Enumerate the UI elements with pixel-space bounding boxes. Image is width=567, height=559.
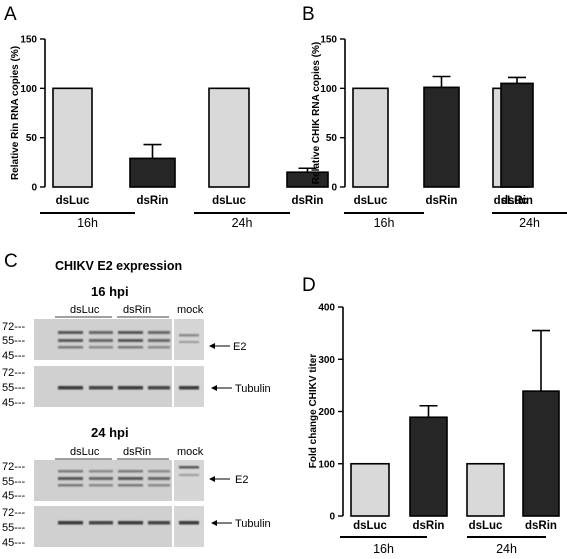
- lane-label-mock: mock: [177, 304, 204, 316]
- y-tick-label: 50: [26, 133, 38, 144]
- timepoint-16hpi: 16 hpi: [91, 284, 129, 299]
- y-tick-label: 0: [331, 183, 337, 194]
- group-label: 16h: [373, 542, 394, 556]
- mw-marker-45: 45---: [2, 537, 26, 549]
- bar-dsluc: [52, 87, 93, 188]
- lane-label-dsrin: dsRin: [123, 446, 151, 458]
- y-tick-label: 150: [320, 35, 337, 46]
- arrow-icon: [209, 343, 230, 349]
- mw-marker-55: 55---: [2, 335, 26, 347]
- x-category-label: dsLuc: [353, 520, 387, 532]
- chart-d-ylabel: Fold change CHIKV titer: [308, 354, 319, 469]
- bar-dsluc: [466, 462, 505, 517]
- arrow-icon: [211, 385, 232, 391]
- chart-a-ylabel: Relative Rin RNA copies (%): [10, 46, 21, 180]
- lane-label-dsluc: dsLuc: [70, 304, 100, 316]
- y-tick-label: 0: [329, 512, 335, 523]
- x-category-label: dsRin: [426, 195, 458, 207]
- y-tick-label: 200: [318, 407, 335, 418]
- group-label: 16h: [374, 216, 395, 230]
- x-category-label: dsRin: [137, 195, 169, 207]
- x-category-label: dsLuc: [494, 195, 528, 207]
- x-category-label: dsRin: [413, 520, 445, 532]
- mw-marker-72: 72---: [2, 507, 26, 519]
- tubulin-label-16: Tubulin: [235, 383, 271, 395]
- bar-dsrin: [129, 157, 176, 188]
- western-blot: CHIKV E2 expression 16 hpi dsLuc dsRin m…: [2, 259, 271, 549]
- blot-strip-e2-16: [34, 319, 204, 360]
- panel-label-b: B: [302, 4, 315, 25]
- bar-dsluc: [352, 87, 389, 188]
- bar-dsluc: [350, 462, 390, 517]
- mw-marker-55: 55---: [2, 522, 26, 534]
- arrow-icon: [211, 520, 232, 526]
- bar-dsluc: [208, 87, 250, 188]
- chart-d: Fold change CHIKV titer 0 100 200 300 400 dsL…: [308, 303, 560, 556]
- mw-marker-72: 72---: [2, 367, 26, 379]
- blot-strip-tubulin-24: [34, 506, 204, 547]
- bar-dsrin: [423, 86, 460, 188]
- mw-marker-45: 45---: [2, 350, 26, 362]
- y-tick-label: 50: [326, 133, 338, 144]
- mw-marker-55: 55---: [2, 382, 26, 394]
- y-tick-label: 100: [318, 459, 335, 470]
- blot-strip-e2-24: [34, 460, 204, 501]
- y-tick-label: 300: [318, 355, 335, 366]
- chart-a: Relative Rin RNA copies (%) 0 50 100 150 dsL…: [10, 35, 329, 230]
- bar-dsrin: [522, 390, 560, 517]
- e2-label-16: E2: [233, 341, 246, 353]
- panel-label-c: C: [4, 251, 18, 272]
- group-label: 24h: [519, 216, 540, 230]
- tubulin-label-24: Tubulin: [235, 518, 271, 530]
- group-label: 16h: [77, 216, 98, 230]
- mw-marker-45: 45---: [2, 490, 26, 502]
- lane-label-dsrin: dsRin: [123, 304, 151, 316]
- chart-b: Relative CHIK RNA copies (%) 0 50 100 150 ds…: [311, 35, 567, 230]
- bar-dsrin: [500, 82, 534, 188]
- x-category-label: dsRin: [292, 195, 324, 207]
- y-tick-label: 0: [31, 183, 37, 194]
- y-tick-label: 100: [320, 84, 337, 95]
- y-tick-label: 100: [20, 84, 37, 95]
- arrow-icon: [209, 476, 230, 482]
- x-category-label: dsLuc: [469, 520, 503, 532]
- x-category-label: dsLuc: [354, 195, 388, 207]
- group-label: 24h: [496, 542, 517, 556]
- blot-title: CHIKV E2 expression: [55, 259, 182, 273]
- bar-dsrin: [409, 416, 448, 517]
- blot-strip-tubulin-16: [34, 366, 204, 407]
- y-tick-label: 400: [318, 303, 335, 314]
- x-category-label: dsRin: [525, 520, 557, 532]
- mw-marker-72: 72---: [2, 461, 26, 473]
- chart-b-ylabel: Relative CHIK RNA copies (%): [311, 42, 322, 184]
- lane-label-dsluc: dsLuc: [70, 446, 100, 458]
- x-category-label: dsLuc: [212, 195, 246, 207]
- y-tick-label: 150: [20, 35, 37, 46]
- lane-label-mock: mock: [177, 446, 204, 458]
- mw-marker-45: 45---: [2, 397, 26, 409]
- mw-marker-55: 55---: [2, 476, 26, 488]
- e2-label-24: E2: [235, 474, 248, 486]
- panel-label-d: D: [302, 275, 316, 296]
- mw-marker-72: 72---: [2, 321, 26, 333]
- timepoint-24hpi: 24 hpi: [91, 425, 129, 440]
- panel-label-a: A: [4, 4, 17, 25]
- x-category-label: dsRin: [501, 195, 533, 207]
- group-label: 24h: [232, 216, 253, 230]
- x-category-label: dsLuc: [56, 195, 90, 207]
